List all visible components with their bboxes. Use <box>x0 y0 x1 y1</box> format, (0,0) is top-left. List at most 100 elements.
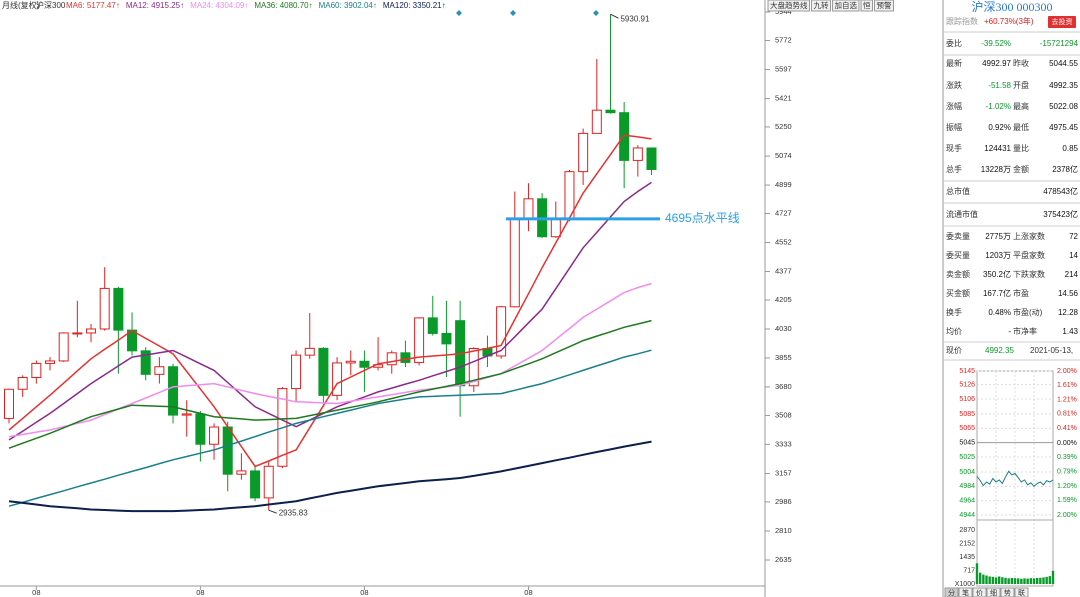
row-label: 下跌家数 <box>1013 269 1045 279</box>
mini-y2-tick-label: 0.79% <box>1057 468 1077 475</box>
candle-body <box>468 348 479 387</box>
bottom-tab-label[interactable]: 联 <box>1018 588 1025 597</box>
candle-body <box>427 317 438 334</box>
candle-body <box>168 366 179 416</box>
row-label: 涨跌 <box>946 80 962 90</box>
bottom-tab-label[interactable]: 分 <box>948 588 955 597</box>
volume-tick-label: X1000 <box>955 581 975 588</box>
row-label: 换手 <box>946 307 962 317</box>
bottom-tab[interactable] <box>944 587 959 597</box>
invest-button-label[interactable]: 去投资 <box>1052 17 1073 26</box>
tab-label[interactable]: 加自选 <box>835 0 858 10</box>
row-value: 1.43 <box>1062 327 1078 336</box>
row-value: 214 <box>1065 270 1079 279</box>
volume-tick-label: 2870 <box>959 527 975 534</box>
candle-body <box>4 388 14 419</box>
mini-y2-tick-label: 1.61% <box>1057 382 1077 389</box>
bottom-tab-label[interactable]: 细 <box>990 588 997 597</box>
mini-y2-tick-label: 1.20% <box>1057 483 1077 490</box>
bottom-tab[interactable] <box>986 587 1001 597</box>
candle-body <box>195 413 206 445</box>
legend-entry: MA60: 3902.04↑ <box>319 1 377 10</box>
volume-bar <box>1001 577 1004 584</box>
mini-y-tick-label: 5045 <box>959 439 975 446</box>
mini-y-tick-label: 5126 <box>959 381 975 388</box>
tracking-label: 跟踪指数 <box>946 16 978 26</box>
tab-label[interactable]: 恒 <box>863 0 871 10</box>
candle-body <box>72 332 83 335</box>
volume-bar <box>1032 578 1036 584</box>
row-label: 买金额 <box>946 288 970 298</box>
y-tick-label: 4030 <box>775 324 792 333</box>
row-value: 478543亿 <box>1043 186 1078 196</box>
candle-body <box>578 132 589 173</box>
candle-body <box>496 306 507 357</box>
legend-entry: MA36: 4080.70↑ <box>254 1 312 10</box>
tab[interactable] <box>811 0 831 12</box>
volume-bar <box>988 576 991 584</box>
candle-body <box>441 332 452 345</box>
low-pointer <box>268 509 277 514</box>
mini-price-line <box>976 470 1054 487</box>
low-label: 2935.83 <box>279 508 308 517</box>
bottom-tab-label[interactable]: 笔 <box>962 588 969 597</box>
y-tick-label: 3680 <box>775 382 792 391</box>
row-value: 167.7亿 <box>983 288 1011 298</box>
volume-bar <box>982 574 985 584</box>
bottom-tab[interactable] <box>1014 587 1029 597</box>
candle-body <box>140 350 151 375</box>
row-value: 12.28 <box>1058 308 1079 317</box>
row-value: 0.85 <box>1062 144 1078 153</box>
bottom-tab-label[interactable]: 价 <box>976 589 983 597</box>
y-tick-label: 4377 <box>775 266 792 275</box>
tab[interactable] <box>767 0 810 12</box>
row-label: 委比 <box>946 38 962 48</box>
row-value: 350.2亿 <box>983 269 1011 279</box>
tab-label[interactable]: 预警 <box>877 0 892 10</box>
volume-bar <box>1039 577 1042 584</box>
mini-y-tick-label: 5106 <box>959 396 975 403</box>
y-tick-label: 4552 <box>775 238 792 247</box>
bottom-tab[interactable] <box>958 587 973 597</box>
row-label: 涨幅 <box>946 101 962 111</box>
bottom-tab[interactable] <box>972 587 987 597</box>
row-label: 流通市值 <box>946 209 978 219</box>
candle-body <box>154 366 165 375</box>
volume-bar <box>1026 578 1029 584</box>
candle-body <box>31 362 42 378</box>
row-value: 375423亿 <box>1043 209 1078 219</box>
row-value: - <box>1008 327 1011 336</box>
tab-label[interactable]: 大盘趋势线 <box>770 0 808 10</box>
y-tick-label: 5250 <box>775 122 792 131</box>
x-tick-label: 08 <box>32 588 40 597</box>
high-pointer <box>610 13 619 19</box>
row-label: 上涨家数 <box>1013 231 1045 241</box>
bottom-tab-label[interactable]: 势 <box>1004 588 1011 597</box>
row-value: -39.52% <box>981 39 1011 48</box>
candle-body <box>414 317 425 363</box>
volume-bar <box>997 576 1001 584</box>
mini-y2-tick-label: 0.81% <box>1057 411 1077 418</box>
horizontal-line-label: 4695点水平线 <box>665 211 740 225</box>
volume-bar <box>1010 577 1014 584</box>
bottom-tab[interactable] <box>1000 587 1015 597</box>
candle-body <box>181 413 192 416</box>
row-label: 最低 <box>1013 122 1029 132</box>
ma-line <box>8 440 652 513</box>
row-label: 委卖量 <box>946 231 970 241</box>
tab[interactable] <box>832 0 860 12</box>
candle-body <box>304 347 315 356</box>
tracking-value: +60.73%(3年) <box>984 16 1034 26</box>
mini-y2-tick-label: 1.59% <box>1057 497 1077 504</box>
candle-body <box>250 470 261 499</box>
y-tick-label: 5597 <box>775 64 792 73</box>
candle-body <box>400 352 411 363</box>
invest-button[interactable] <box>1048 16 1076 28</box>
candle-body <box>386 352 397 366</box>
tab[interactable] <box>860 0 873 12</box>
tab-label[interactable]: 九转 <box>814 0 829 10</box>
volume-bar <box>1035 577 1039 584</box>
tab[interactable] <box>874 0 894 12</box>
mini-label: 现价 <box>946 346 962 355</box>
